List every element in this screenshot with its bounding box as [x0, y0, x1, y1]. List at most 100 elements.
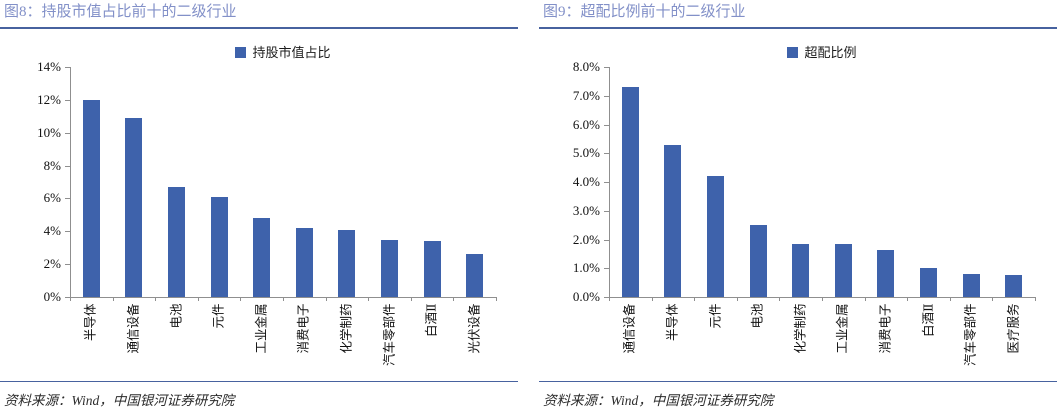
x-tick-label: 半导体 [665, 303, 680, 341]
legend-swatch [787, 47, 799, 58]
x-tick-mark [651, 297, 653, 301]
y-tick-mark [604, 297, 609, 298]
y-tick-label: 8% [43, 157, 61, 173]
x-tick-mark [949, 297, 951, 301]
y-tick-mark [65, 99, 70, 101]
y-tick-label: 10% [37, 124, 61, 140]
x-tick-mark [197, 297, 199, 301]
bar-电池 [749, 225, 767, 297]
y-tick-label: 4.0% [572, 174, 600, 189]
y-tick-label: 6.0% [572, 116, 600, 132]
x-tick-mark [609, 297, 610, 301]
y-tick-label: 7.0% [572, 87, 600, 103]
x-tick-label: 光伏设备 [467, 303, 482, 354]
y-tick-label: 12% [37, 91, 61, 107]
bar-半导体 [82, 99, 100, 297]
x-tick-mark [779, 297, 781, 301]
y-tick-mark [65, 67, 70, 68]
x-tick-label: 医疗服务 [1006, 303, 1021, 354]
x-tick-mark [496, 297, 497, 301]
bar-汽车零部件 [381, 239, 398, 297]
x-tick-mark [112, 297, 114, 301]
x-tick-mark [325, 297, 327, 301]
y-tick-label: 5.0% [572, 145, 600, 161]
x-tick-label: 半导体 [83, 303, 98, 341]
bar-元件 [707, 176, 724, 297]
y-tick-mark [604, 124, 609, 126]
x-tick-label: 汽车零部件 [382, 303, 396, 366]
figure-9-title: 图9：超配比例前十的二级行业 [539, 0, 1057, 29]
x-tick-label: 白酒Ⅱ [921, 303, 935, 337]
bar-汽车零部件 [962, 274, 980, 297]
y-axis-line [609, 67, 610, 297]
x-tick-label: 电池 [169, 303, 183, 329]
x-tick-mark [410, 297, 412, 301]
y-tick-mark [65, 231, 70, 233]
x-tick-mark [240, 297, 242, 301]
figure-9-source-row: 资料来源：Wind，中国银河证券研究院 [539, 381, 1057, 418]
x-tick-label: 工业金属 [254, 303, 269, 354]
y-tick-mark [65, 264, 70, 266]
legend: 持股市值占比 [70, 45, 496, 60]
x-tick-mark [1035, 297, 1036, 301]
x-tick-mark [694, 297, 696, 301]
x-tick-label: 消费电子 [296, 303, 311, 354]
y-tick-label: 0.0% [572, 289, 600, 304]
x-tick-mark [283, 297, 284, 301]
bar-白酒Ⅱ [423, 241, 441, 297]
y-tick-mark [604, 153, 609, 155]
x-tick-mark [155, 297, 157, 301]
x-tick-label: 化学制药 [793, 303, 808, 354]
figure-8-chart: 持股市值占比 0% 2% 4% 6% 8% 10% 12% 14% 半导体 通信设备 电池 元件 工业金属… [0, 29, 518, 381]
y-tick-mark [604, 67, 609, 68]
y-tick-label: 8.0% [572, 59, 600, 74]
y-tick-label: 4% [43, 223, 61, 239]
bar-通信设备 [125, 117, 143, 297]
figure-9-source-text: 资料来源：Wind，中国银河证券研究院 [543, 393, 774, 408]
x-tick-label: 白酒Ⅱ [424, 303, 439, 337]
figure-9-chart: 超配比例 0.0% 1.0% 2.0% 3.0% 4.0% 5.0% 6.0% 7.0% 8.0%… [539, 29, 1057, 381]
x-tick-label: 工业金属 [835, 303, 850, 354]
bar-电池 [168, 186, 185, 297]
x-tick-mark [70, 297, 71, 301]
y-tick-label: 3.0% [572, 202, 600, 218]
y-tick-mark [65, 132, 70, 134]
x-tick-label: 电池 [750, 303, 765, 329]
x-tick-mark [864, 297, 866, 301]
y-tick-mark [604, 182, 609, 183]
x-tick-mark [822, 297, 823, 301]
y-tick-label: 1.0% [572, 260, 600, 276]
x-tick-label: 元件 [708, 303, 722, 329]
bar-化学制药 [338, 229, 356, 297]
y-tick-mark [604, 268, 609, 270]
bar-通信设备 [621, 87, 639, 297]
y-tick-label: 6% [43, 190, 61, 206]
bar-光伏设备 [466, 254, 484, 297]
bar-消费电子 [295, 228, 313, 297]
figure-9-panel: 图9：超配比例前十的二级行业 超配比例 0.0% 1.0% 2.0% 3.0% 4.0% 5… [539, 0, 1057, 418]
y-tick-label: 14% [37, 59, 61, 74]
bar-元件 [210, 196, 228, 297]
bar-工业金属 [834, 243, 852, 297]
legend-label: 持股市值占比 [252, 45, 331, 60]
figure-8-source-text: 资料来源：Wind，中国银河证券研究院 [4, 393, 235, 408]
y-tick-mark [65, 198, 70, 200]
y-tick-mark [65, 297, 70, 298]
y-tick-label: 2.0% [572, 231, 600, 247]
legend-swatch [235, 47, 247, 58]
figure-8-panel: 图8：持股市值占比前十的二级行业 持股市值占比 0% 2% 4% 6% 8% 10% 12% 1… [0, 0, 518, 418]
bar-化学制药 [792, 243, 810, 297]
x-tick-mark [736, 297, 738, 301]
x-tick-mark [453, 297, 455, 301]
y-axis-line [70, 67, 71, 297]
bar-半导体 [664, 144, 682, 297]
bar-白酒Ⅱ [920, 268, 937, 297]
x-tick-label: 通信设备 [126, 303, 141, 354]
y-tick-mark [604, 239, 609, 241]
y-tick-label: 0% [43, 289, 61, 304]
x-tick-label: 消费电子 [878, 303, 893, 354]
x-tick-label: 元件 [211, 303, 226, 329]
x-tick-mark [992, 297, 994, 301]
y-tick-mark [604, 210, 609, 212]
